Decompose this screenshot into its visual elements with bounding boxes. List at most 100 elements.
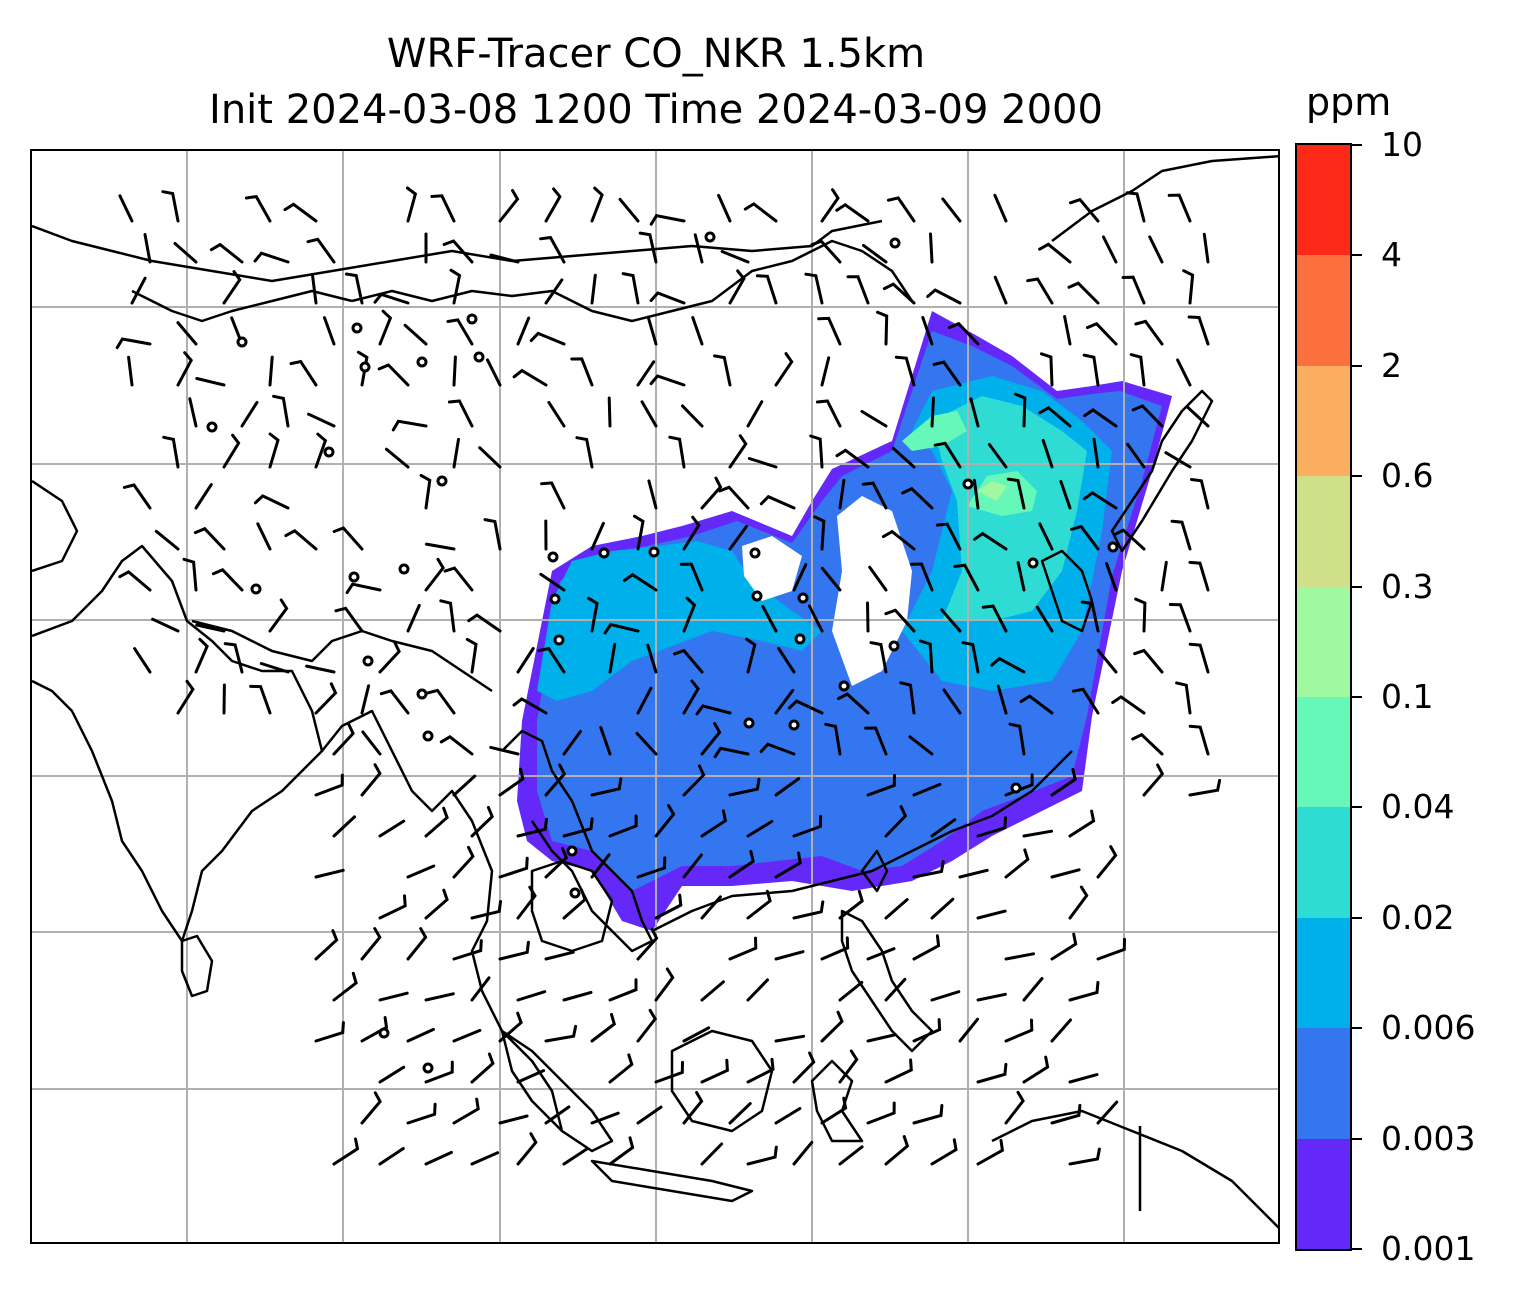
wind-barb <box>654 1060 684 1084</box>
wind-barb <box>813 515 826 551</box>
wind-barb <box>1188 724 1210 756</box>
wind-barb <box>1111 695 1146 715</box>
wind-barb <box>1083 408 1118 428</box>
wind-barb <box>512 697 548 715</box>
wind-barb <box>332 723 355 756</box>
wind-barb <box>314 868 345 879</box>
colorbar-tick-label: 0.1 <box>1381 677 1434 716</box>
wind-barb <box>540 481 566 510</box>
wind-barb <box>544 763 567 797</box>
wind-barb <box>590 1012 617 1043</box>
wind-barb <box>649 291 686 305</box>
wind-barb <box>379 689 410 715</box>
wind-barb <box>700 722 722 756</box>
wind-barb <box>470 900 502 920</box>
wind-barb <box>899 681 916 715</box>
wind-barb <box>682 853 703 879</box>
wind-barb <box>860 410 888 428</box>
calm-marker <box>788 719 800 731</box>
wind-barb <box>587 596 599 633</box>
calm-marker <box>466 313 478 325</box>
wind-barb <box>161 190 180 223</box>
wind-barb <box>972 478 980 510</box>
calm-wind-markers <box>206 231 1119 1074</box>
wind-barb <box>792 900 825 920</box>
wind-barb <box>1050 932 1078 961</box>
wind-barb <box>717 193 732 223</box>
wind-barb <box>1004 952 1035 961</box>
wind-barb <box>378 819 406 838</box>
wind-barb <box>465 637 478 674</box>
wind-barb <box>195 377 226 387</box>
wind-barb <box>646 315 658 346</box>
calm-marker <box>206 421 218 433</box>
wind-barb <box>836 692 870 715</box>
wind-barb <box>1068 981 1100 1002</box>
colorbar-segment <box>1297 807 1350 918</box>
wind-barb <box>240 400 259 428</box>
calm-marker <box>351 322 363 334</box>
wind-barb <box>930 396 935 428</box>
wind-barb <box>682 1091 704 1125</box>
wind-barb <box>804 272 824 305</box>
wind-barb <box>700 895 722 920</box>
map-panel <box>30 149 1280 1244</box>
wind-barb <box>1148 235 1164 264</box>
wind-barb <box>512 368 548 387</box>
wind-barb <box>544 950 575 961</box>
wind-barb <box>700 476 723 510</box>
wind-barb <box>1068 1147 1101 1166</box>
wind-barb <box>976 992 1007 1002</box>
wind-barb <box>1096 845 1118 879</box>
wind-barb <box>919 639 934 674</box>
wind-barb <box>976 909 1007 920</box>
wind-barb <box>1170 519 1192 551</box>
colorbar-tick <box>1352 364 1362 367</box>
wind-barb <box>824 722 842 756</box>
wind-barb <box>654 804 676 838</box>
wind-barb <box>314 682 338 715</box>
wind-barb <box>1190 478 1210 510</box>
colorbar-tick <box>1352 696 1362 698</box>
wind-barb <box>378 641 401 674</box>
wind-barb <box>884 805 908 838</box>
wind-barb <box>544 278 564 305</box>
wind-barb <box>894 355 916 387</box>
wind-barb <box>406 1102 437 1125</box>
wind-barb <box>930 990 961 1002</box>
calm-marker <box>838 680 850 692</box>
wind-barb <box>1041 438 1054 469</box>
wind-barb <box>193 526 226 551</box>
wind-barb <box>1014 392 1027 428</box>
wind-barb <box>590 1111 620 1125</box>
wind-barb <box>1096 1100 1119 1125</box>
wind-barb <box>774 777 801 797</box>
wind-barb <box>948 321 980 346</box>
wind-barb <box>599 726 612 756</box>
wind-barb <box>820 356 831 387</box>
wind-barb <box>866 947 896 961</box>
wind-barb <box>787 699 824 715</box>
wind-barb <box>222 433 241 469</box>
calm-marker <box>743 717 755 729</box>
wind-barb <box>122 483 152 510</box>
wind-barb <box>133 647 152 674</box>
wind-barb <box>176 679 195 715</box>
wind-barb <box>608 1136 635 1166</box>
wind-barb <box>360 1016 389 1043</box>
wind-barb <box>1112 528 1146 551</box>
wind-barb <box>679 562 704 592</box>
wind-barb <box>745 637 757 674</box>
wind-barb <box>222 270 242 305</box>
wind-barb <box>761 604 778 633</box>
wind-barb <box>244 194 272 223</box>
calm-marker <box>348 571 360 583</box>
wind-barb <box>424 1060 454 1084</box>
calm-marker <box>889 237 901 249</box>
wind-barb <box>1063 315 1072 346</box>
wind-barb <box>483 518 502 551</box>
colorbar-tick-label: 0.001 <box>1381 1229 1476 1268</box>
wind-barb <box>130 276 147 305</box>
wind-barb <box>728 434 748 469</box>
wind-barb <box>866 601 870 633</box>
